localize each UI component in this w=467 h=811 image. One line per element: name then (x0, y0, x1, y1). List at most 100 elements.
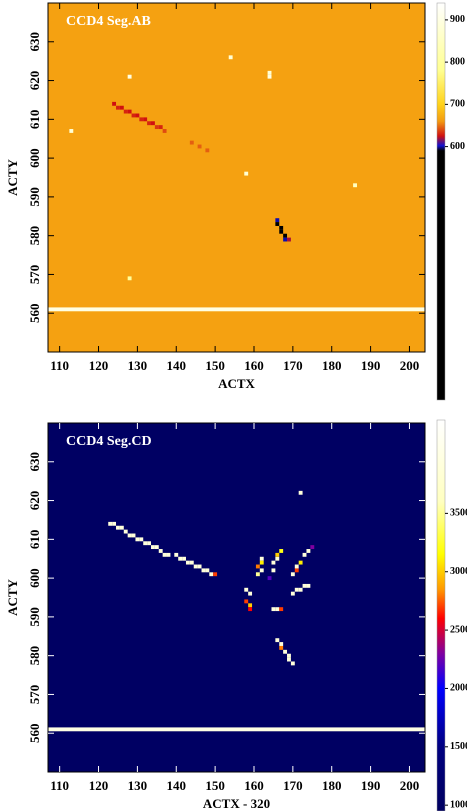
pixel (182, 556, 186, 561)
pixel (271, 607, 276, 612)
pixel (294, 564, 299, 569)
pixel (154, 545, 159, 550)
pixel (119, 105, 124, 110)
y-tick-label: 600 (27, 568, 42, 588)
y-tick-label: 600 (27, 148, 42, 168)
pixel (306, 549, 311, 553)
colorbar-tick-label: 2000 (450, 683, 467, 694)
pixel (302, 583, 307, 588)
pixel (302, 552, 307, 557)
pixel (353, 183, 357, 188)
pixel (119, 525, 124, 530)
pixel (158, 549, 163, 553)
colorbar-tick-label: 800 (450, 56, 465, 67)
x-tick-label: 130 (128, 358, 148, 373)
pixel (135, 537, 140, 542)
pixel (248, 603, 253, 608)
pixel (267, 70, 272, 75)
pixel (162, 552, 167, 557)
pixel (158, 125, 163, 130)
pixel (279, 549, 284, 553)
panel: 110 120 130 140 150 160 170 180 190 200 560 570 580 5… (5, 419, 467, 811)
pixel (298, 587, 303, 592)
y-axis-label: ACTY (5, 158, 20, 195)
pixel (279, 229, 284, 234)
pixel (201, 568, 206, 573)
x-tick-label: 110 (50, 778, 69, 793)
pixel (108, 521, 113, 526)
x-tick-label: 200 (400, 358, 420, 373)
pixel (213, 572, 218, 577)
x-tick-label: 140 (167, 358, 187, 373)
pixel (275, 218, 280, 223)
colorbar-tick-label: 700 (450, 99, 465, 110)
pixel-row (48, 727, 425, 732)
pixel (197, 564, 202, 569)
x-tick-label: 190 (361, 778, 381, 793)
pixel (116, 525, 120, 530)
colorbar-tick-label: 2500 (450, 624, 467, 635)
pixel (267, 576, 272, 581)
pixel (279, 225, 284, 230)
pixel (259, 560, 264, 565)
pixel (294, 568, 299, 573)
pixel (205, 148, 210, 153)
y-tick-label: 570 (27, 265, 42, 285)
pixel (290, 572, 295, 577)
pixel (178, 556, 183, 561)
pixel (69, 129, 74, 133)
x-tick-label: 110 (50, 358, 69, 373)
pixel (131, 113, 136, 118)
pixel (279, 642, 284, 646)
x-tick-label: 160 (244, 778, 264, 793)
pixel (287, 657, 291, 662)
pixel (123, 109, 128, 114)
pixel (283, 237, 288, 242)
x-tick-label: 190 (361, 358, 381, 373)
pixel (298, 560, 303, 565)
pixel (306, 583, 311, 588)
pixel (162, 129, 167, 133)
pixel (244, 599, 249, 604)
y-tick-label: 570 (27, 685, 42, 705)
pixel (116, 105, 120, 110)
pixel (294, 587, 299, 592)
pixel (127, 109, 132, 114)
x-tick-label: 200 (400, 778, 420, 793)
y-tick-label: 630 (27, 452, 42, 472)
y-axis-label: ACTY (5, 578, 20, 615)
pixel (279, 607, 284, 612)
y-tick-label: 630 (27, 32, 42, 52)
colorbar (436, 419, 446, 811)
pixel (209, 572, 214, 577)
pixel (193, 564, 198, 569)
pixel (127, 74, 132, 79)
pixel (275, 638, 280, 643)
pixel (283, 233, 288, 238)
pixel-row (48, 307, 425, 312)
pixel (275, 556, 280, 561)
pixel (150, 545, 155, 550)
pixel (244, 171, 249, 176)
pixel (112, 521, 117, 526)
pixel (147, 541, 151, 546)
x-tick-label: 130 (128, 778, 148, 793)
colorbar-tick-label: 1000 (450, 799, 467, 810)
colorbar-tick-label: 3500 (450, 508, 467, 519)
pixel (189, 560, 194, 565)
y-tick-label: 590 (27, 607, 42, 627)
x-axis-label: ACTX (218, 376, 255, 391)
pixel (283, 649, 288, 654)
x-tick-label: 120 (89, 778, 109, 793)
y-tick-label: 580 (27, 226, 42, 246)
panel-title: CCD4 Seg.AB (66, 14, 151, 29)
plot-frame (47, 422, 426, 773)
pixel (150, 121, 155, 126)
pixel (298, 490, 303, 495)
x-tick-label: 150 (205, 358, 225, 373)
pixel (255, 572, 260, 577)
panel: 110 120 130 140 150 160 170 180 190 200 560 570 580 5… (5, 2, 465, 401)
pixel (248, 591, 253, 596)
x-tick-label: 150 (205, 778, 225, 793)
